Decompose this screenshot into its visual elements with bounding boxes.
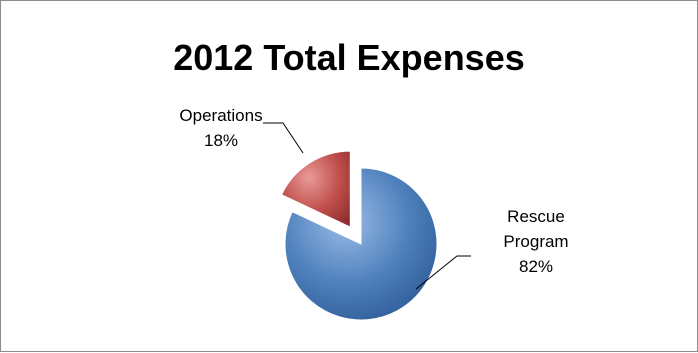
pie-slice-rescue-program <box>284 167 438 321</box>
leader-line-operations <box>263 122 304 154</box>
data-label-operations-line-1: Operations <box>179 106 263 125</box>
data-label-rescue-program-line-3: 82% <box>518 257 554 276</box>
data-label-operations-line-2: 18% <box>203 131 239 150</box>
data-label-rescue-program-line-1: Rescue <box>507 207 565 226</box>
leader-line-rescue-program <box>415 255 471 290</box>
data-label-rescue-program-line-2: Program <box>503 232 569 251</box>
chart-title: 2012 Total Expenses <box>173 37 525 78</box>
data-label-operations: Operations 18% <box>141 103 301 153</box>
data-label-rescue-program: Rescue Program 82% <box>471 204 601 279</box>
pie-slice-operations <box>280 150 351 228</box>
